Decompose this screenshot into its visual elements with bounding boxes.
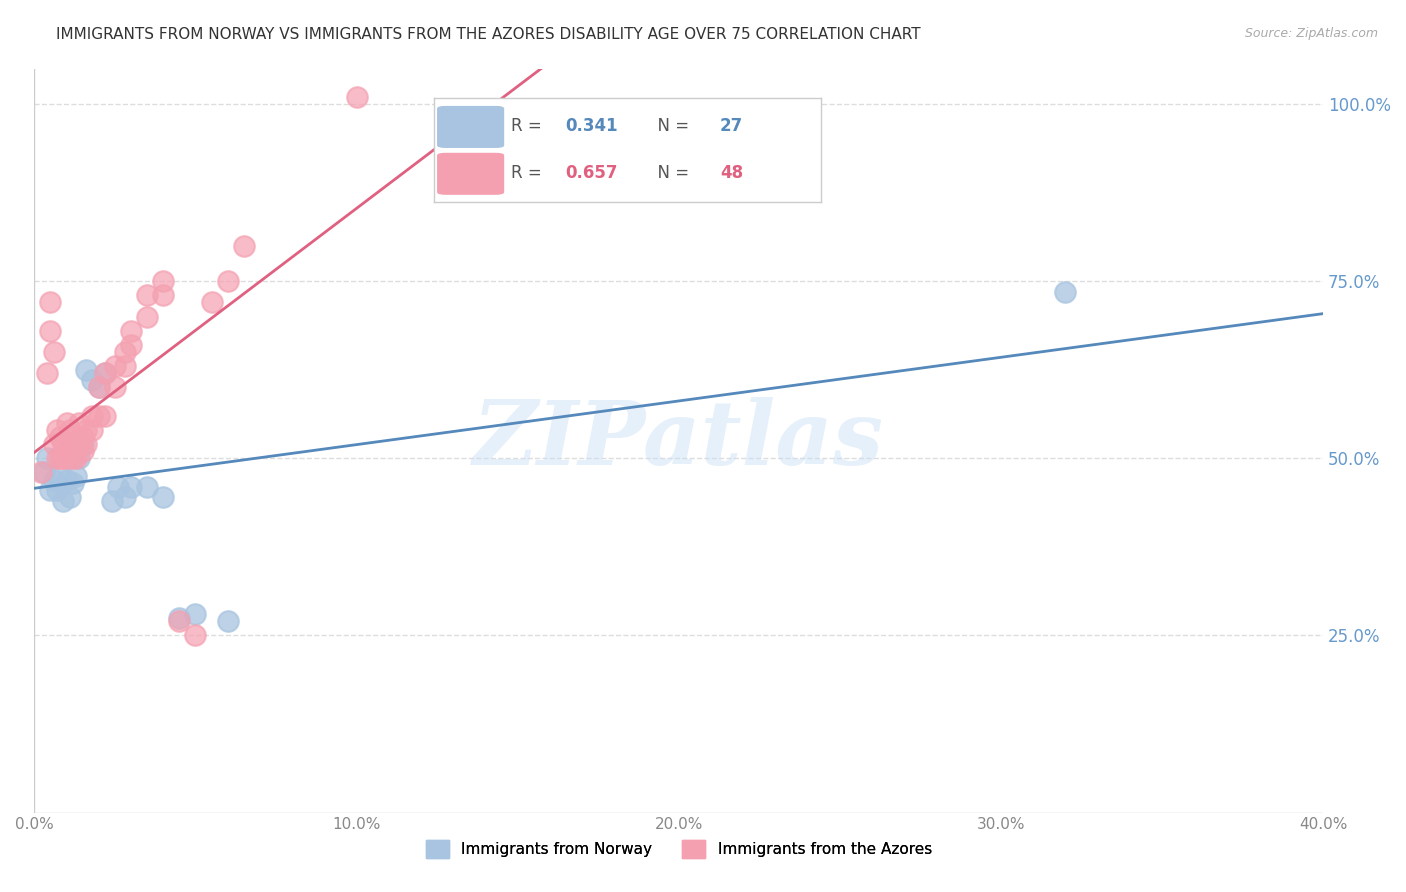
Point [52,451,75,466]
Point [94,409,117,423]
Legend: Immigrants from Norway, Immigrants from the Azores: Immigrants from Norway, Immigrants from … [419,833,938,864]
Point [55,473,77,487]
Point [45,483,67,497]
Point [49,466,72,480]
Point [346,90,368,104]
Point [59,423,82,437]
Point [62,437,84,451]
Point [30,466,52,480]
Point [72,437,94,451]
Point [1054,285,1077,299]
Point [45,451,67,466]
Point [65,451,87,466]
Point [107,480,129,494]
Point [72,444,94,458]
Point [52,493,75,508]
Point [72,430,94,444]
Point [136,480,159,494]
Text: Source: ZipAtlas.com: Source: ZipAtlas.com [1244,27,1378,40]
Point [69,416,91,430]
Point [136,310,159,324]
Point [184,607,207,621]
Point [136,288,159,302]
Point [152,288,174,302]
Point [232,238,254,252]
Point [94,366,117,380]
Point [37,366,59,380]
Point [75,423,97,437]
Point [62,476,84,491]
Text: ZIPatlas: ZIPatlas [474,397,884,483]
Point [104,380,127,394]
Point [82,409,104,423]
Point [39,483,62,497]
Point [120,324,142,338]
Point [169,614,191,628]
Point [37,451,59,466]
Point [49,451,72,466]
Point [217,614,239,628]
Point [82,423,104,437]
Point [49,430,72,444]
Point [114,490,136,504]
Point [100,493,122,508]
Point [69,437,91,451]
Point [55,451,77,466]
Point [42,473,65,487]
Point [75,437,97,451]
Point [87,380,110,394]
Point [152,490,174,504]
Point [59,490,82,504]
Point [114,345,136,359]
Point [217,274,239,288]
Point [184,628,207,642]
Point [104,359,127,373]
Point [39,324,62,338]
Point [32,466,55,480]
Point [87,409,110,423]
Point [120,338,142,352]
Point [94,366,117,380]
Point [52,437,75,451]
Point [87,380,110,394]
Point [120,480,142,494]
Point [200,295,222,310]
Point [42,345,65,359]
Text: IMMIGRANTS FROM NORWAY VS IMMIGRANTS FROM THE AZORES DISABILITY AGE OVER 75 CORR: IMMIGRANTS FROM NORWAY VS IMMIGRANTS FRO… [56,27,921,42]
Point [114,359,136,373]
Point [169,610,191,624]
Point [39,295,62,310]
Point [59,437,82,451]
Point [82,373,104,387]
Point [75,362,97,376]
Point [62,451,84,466]
Point [45,423,67,437]
Point [152,274,174,288]
Point [42,437,65,451]
Point [69,451,91,466]
Point [65,469,87,483]
Point [55,416,77,430]
Point [65,437,87,451]
